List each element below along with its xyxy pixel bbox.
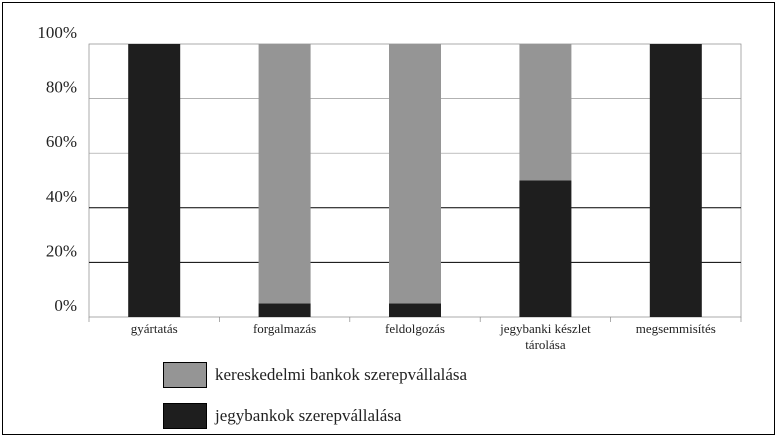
bar-jegybank-1 bbox=[258, 303, 311, 317]
y-tick-label-2: 40% bbox=[46, 187, 77, 206]
bar-kereskedelmi-3 bbox=[519, 44, 572, 181]
bar-jegybank-4 bbox=[649, 44, 702, 317]
chart-frame: 0% 20% 40% 60% 80% 100% gyártatás forgalmazás fe… bbox=[2, 2, 775, 435]
legend-item-jegybank: jegybankok szerepvállalása bbox=[163, 403, 401, 429]
legend-swatch-kereskedelmi bbox=[163, 362, 207, 388]
y-tick-label-5: 100% bbox=[37, 23, 77, 42]
bar-jegybank-0 bbox=[128, 44, 181, 317]
stacked-bar-chart: 0% 20% 40% 60% 80% 100% gyártatás forgalmazás fe… bbox=[37, 23, 742, 352]
x-tick-label-2: feldolgozás bbox=[385, 321, 445, 336]
y-tick-label-4: 80% bbox=[46, 78, 77, 97]
bar-kereskedelmi-2 bbox=[389, 44, 441, 304]
bar-kereskedelmi-1 bbox=[258, 44, 311, 304]
y-tick-label-1: 20% bbox=[46, 241, 77, 260]
bar-jegybank-2 bbox=[389, 303, 441, 317]
y-tick-label-0: 0% bbox=[54, 296, 77, 315]
legend-item-kereskedelmi: kereskedelmi bankok szerepvállalása bbox=[163, 362, 467, 388]
x-tick-label-3: jegybanki készlet bbox=[499, 321, 591, 336]
y-tick-label-3: 60% bbox=[46, 132, 77, 151]
bar-jegybank-3 bbox=[519, 180, 572, 317]
legend-label-kereskedelmi: kereskedelmi bankok szerepvállalása bbox=[215, 365, 468, 384]
x-tick-label-1: forgalmazás bbox=[253, 321, 316, 336]
legend-swatch-jegybank bbox=[163, 403, 207, 429]
x-tick-label-0: gyártatás bbox=[131, 321, 178, 336]
x-tick-label-4: megsemmisítés bbox=[636, 321, 716, 336]
x-tick-label-3-line1: tárolása bbox=[525, 337, 566, 352]
legend-label-jegybank: jegybankok szerepvállalása bbox=[215, 406, 402, 425]
